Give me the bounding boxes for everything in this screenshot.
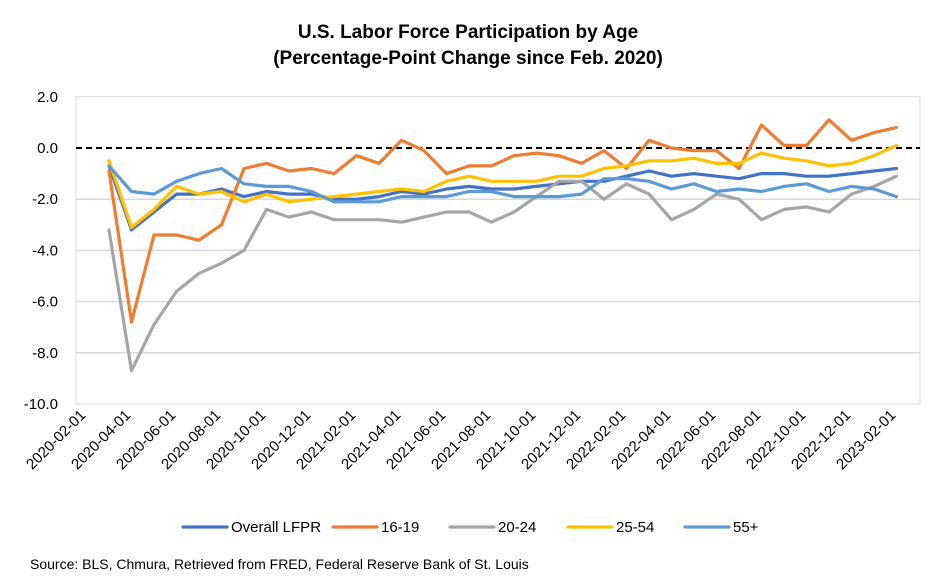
legend-label: 55+ [733, 519, 759, 536]
y-tick-label: -4.0 [32, 242, 58, 259]
y-tick-label: -6.0 [32, 294, 58, 311]
series-line-20-24 [107, 174, 899, 373]
series-line-25-54 [107, 143, 899, 229]
series-lines [107, 118, 899, 373]
legend-label: 16-19 [381, 519, 419, 536]
gridlines [75, 96, 921, 405]
series-line-55- [107, 164, 899, 204]
y-tick-label: -8.0 [32, 345, 58, 362]
y-tick-label: -2.0 [32, 191, 58, 208]
series-line-16-19 [107, 118, 899, 324]
chart-subtitle: (Percentage-Point Change since Feb. 2020… [273, 48, 663, 69]
legend-label: 20-24 [498, 519, 536, 536]
y-tick-label: 2.0 [37, 89, 58, 106]
chart-title: U.S. Labor Force Participation by Age [298, 22, 638, 43]
legend-label: 25-54 [616, 519, 654, 536]
series-line-overall-lfpr [107, 164, 899, 232]
y-axis-ticks: 2.0 0.0 -2.0 -4.0 -6.0 -8.0 -10.0 [24, 89, 58, 413]
source-note: Source: BLS, Chmura, Retrieved from FRED… [30, 556, 529, 572]
y-tick-label: -10.0 [24, 396, 58, 413]
legend: Overall LFPR 16-19 20-24 25-54 55+ [181, 519, 759, 536]
legend-label: Overall LFPR [231, 519, 321, 536]
y-tick-label: 0.0 [37, 140, 58, 157]
